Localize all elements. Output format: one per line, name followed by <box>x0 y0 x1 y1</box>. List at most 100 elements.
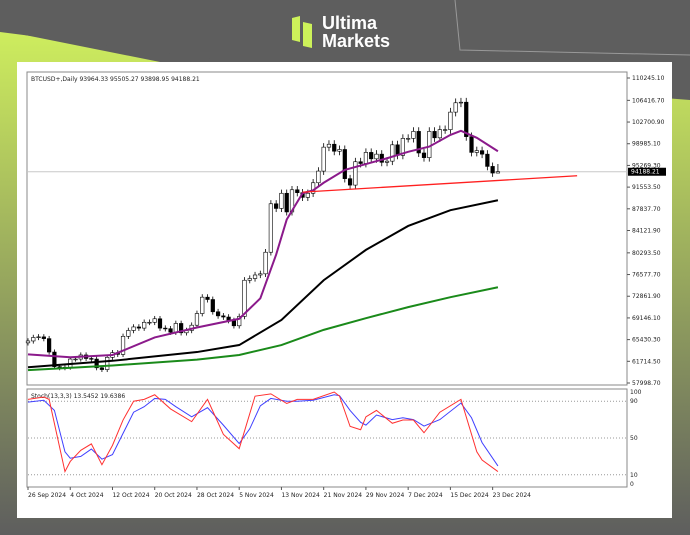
stochastic-level-label: 100 <box>630 389 642 396</box>
candle <box>495 171 501 174</box>
y-tick-label: 95269.30 <box>632 162 661 169</box>
chart-header: BTCUSD+,Daily 93964.33 95505.27 93898.95… <box>31 76 200 83</box>
candle <box>332 143 337 152</box>
candle <box>411 131 416 139</box>
candle <box>321 146 326 172</box>
candle <box>469 136 474 153</box>
current-price-label: 94188.21 <box>631 169 660 176</box>
candle <box>295 189 300 193</box>
candle <box>279 192 284 209</box>
candle <box>247 278 252 281</box>
candle <box>89 358 94 360</box>
y-tick-label: 61714.50 <box>632 358 661 365</box>
moving-average-line <box>27 129 499 359</box>
candle <box>416 131 421 154</box>
y-tick-label: 69146.10 <box>632 315 661 322</box>
candle <box>400 138 405 156</box>
x-tick-label: 23 Dec 2024 <box>493 492 532 499</box>
x-tick-label: 5 Nov 2024 <box>239 492 274 499</box>
candle <box>152 318 157 323</box>
x-tick-label: 21 Nov 2024 <box>324 492 363 499</box>
candle <box>215 311 221 317</box>
price-chart[interactable]: BTCUSD+,Daily 93964.33 95505.27 93898.95… <box>17 62 672 518</box>
y-tick-label: 80293.50 <box>632 250 661 257</box>
candle <box>406 138 411 140</box>
y-tick-label: 84121.90 <box>632 228 661 235</box>
candle <box>458 101 464 104</box>
chart-card: BTCUSD+,Daily 93964.33 95505.27 93898.95… <box>17 62 672 518</box>
x-tick-label: 12 Oct 2024 <box>112 492 149 499</box>
candle <box>421 152 427 158</box>
candle <box>453 102 458 113</box>
stochastic-level-label: 90 <box>630 398 638 405</box>
candle <box>126 330 131 337</box>
candle <box>157 318 163 329</box>
y-tick-label: 102700.90 <box>632 119 665 126</box>
ultima-markets-logo: Ultima Markets <box>292 14 390 50</box>
candle <box>437 129 442 139</box>
current-price-badge <box>628 167 666 176</box>
candle <box>363 152 369 164</box>
y-tick-label: 87837.70 <box>632 206 661 213</box>
candle <box>326 143 332 148</box>
y-tick-label: 106416.70 <box>632 97 665 104</box>
candle <box>474 150 479 153</box>
candle <box>358 161 363 164</box>
candle <box>168 328 173 333</box>
candle <box>147 321 152 324</box>
stochastic-label: Stoch(13,3,3) 13.5452 19.6386 <box>31 393 125 400</box>
moving-average-line <box>27 286 499 372</box>
candle <box>194 313 200 326</box>
candle <box>485 153 490 167</box>
candle <box>205 296 210 300</box>
candle <box>136 326 141 329</box>
candle <box>427 131 432 158</box>
candle <box>432 131 437 139</box>
candle <box>384 160 390 163</box>
support-trendline <box>302 175 578 193</box>
candle <box>252 274 258 279</box>
stochastic-main-line <box>27 391 499 474</box>
candle <box>131 326 136 331</box>
candle <box>200 296 205 314</box>
candle <box>305 192 310 198</box>
candle <box>73 358 78 361</box>
x-tick-label: 15 Dec 2024 <box>450 492 489 499</box>
x-tick-label: 13 Nov 2024 <box>281 492 320 499</box>
candle <box>379 153 384 163</box>
candle <box>94 358 99 369</box>
x-tick-label: 7 Dec 2024 <box>408 492 443 499</box>
candle <box>342 149 347 179</box>
logo-text-line1: Ultima <box>322 13 378 33</box>
candle <box>210 299 215 313</box>
candle <box>443 129 448 131</box>
stochastic-panel <box>26 388 628 488</box>
candle <box>284 192 289 213</box>
candle <box>242 279 247 317</box>
candle <box>179 323 184 334</box>
candle <box>337 149 342 152</box>
candle <box>274 203 279 209</box>
candle <box>258 273 263 276</box>
y-tick-label: 110245.10 <box>632 75 665 82</box>
candle <box>31 337 36 342</box>
y-tick-label: 72861.90 <box>632 293 661 300</box>
candle <box>142 321 147 329</box>
candle <box>464 101 469 137</box>
candle <box>369 152 374 160</box>
y-tick-label: 57998.70 <box>632 380 661 387</box>
x-tick-label: 4 Oct 2024 <box>70 492 103 499</box>
stochastic-level-label: 50 <box>630 435 638 442</box>
candle <box>268 203 273 253</box>
candle <box>47 338 52 353</box>
candle <box>237 316 242 327</box>
candle <box>479 150 485 155</box>
candle <box>221 315 226 318</box>
y-tick-label: 76577.70 <box>632 272 661 279</box>
candle <box>163 327 168 330</box>
y-tick-label: 98985.10 <box>632 141 661 148</box>
candle <box>52 351 57 367</box>
candle <box>99 367 105 370</box>
candle <box>231 320 237 327</box>
candle <box>316 170 321 184</box>
